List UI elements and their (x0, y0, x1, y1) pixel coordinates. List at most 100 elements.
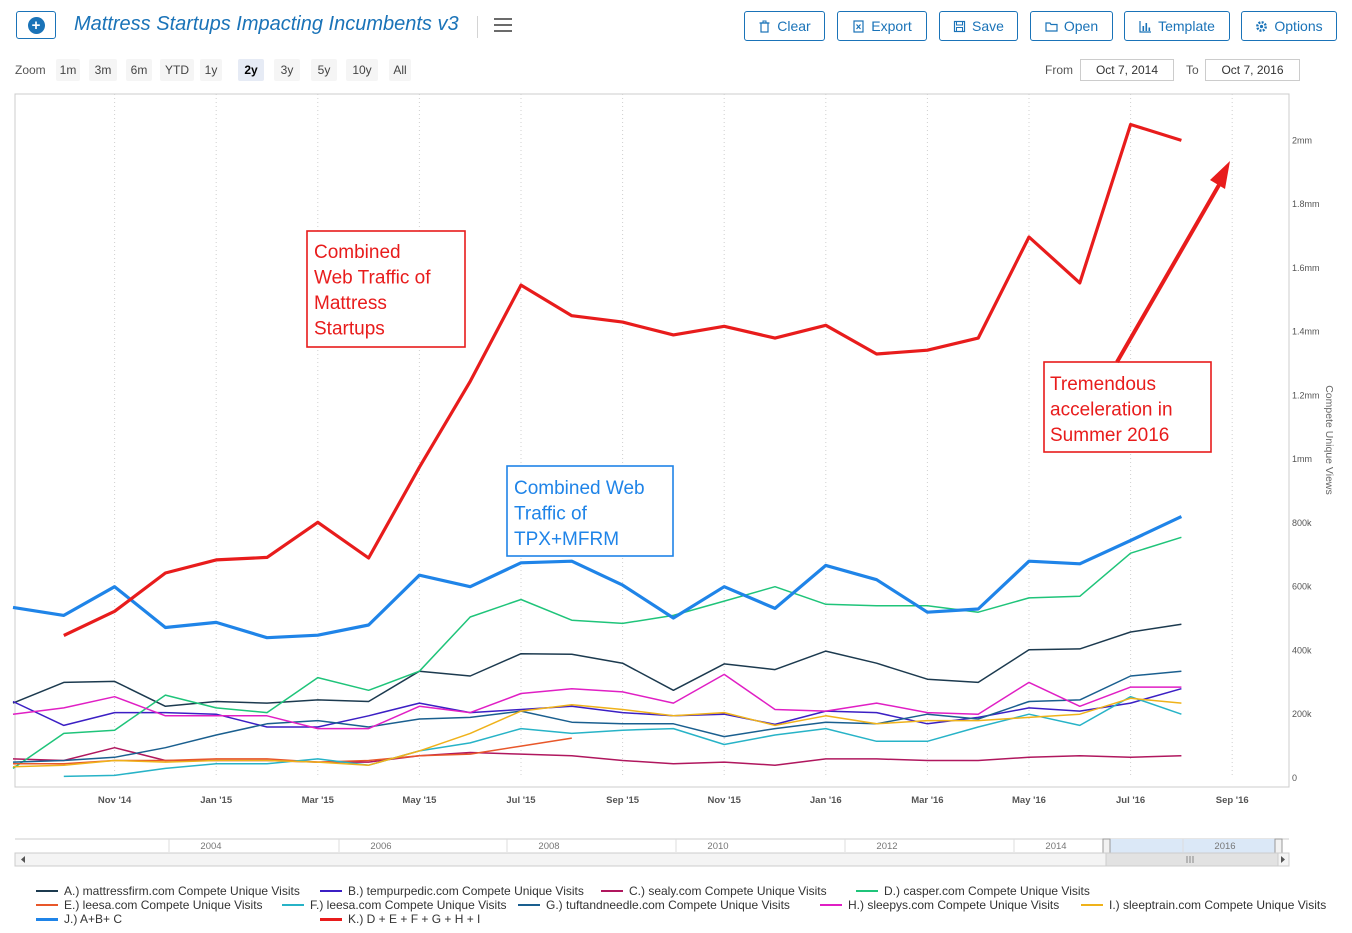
x-tick-label: Mar '15 (302, 795, 335, 806)
legend-swatch (36, 890, 58, 892)
navigator-year-label: 2012 (876, 841, 897, 852)
annotation-2: Combined Web Traffic of TPX+MFRM (506, 465, 674, 557)
zoom-option-3y[interactable]: 3y (274, 59, 300, 81)
add-chart-button[interactable]: + (16, 11, 56, 39)
series-line-i[interactable] (12, 697, 1182, 768)
annotation-text: Combined Web (514, 478, 645, 499)
zoom-option-5y[interactable]: 5y (311, 59, 337, 81)
zoom-option-3m[interactable]: 3m (89, 59, 117, 81)
legend-item[interactable]: B.) tempurpedic.com Compete Unique Visit… (320, 884, 584, 898)
annotation-3: Tremendous acceleration in Summer 2016 (1043, 361, 1212, 453)
toolbar: + Mattress Startups Impacting Incumbents… (0, 0, 1352, 52)
save-button[interactable]: Save (939, 11, 1018, 41)
save-label: Save (972, 18, 1004, 34)
options-button[interactable]: Options (1241, 11, 1337, 41)
gear-icon (1256, 20, 1268, 32)
scroll-left-arrow-icon[interactable] (21, 856, 25, 863)
zoom-label: Zoom (15, 63, 46, 77)
zoom-option-1y[interactable]: 1y (200, 59, 222, 81)
y-tick-label: 1.2mm (1292, 390, 1320, 400)
to-date-input[interactable]: Oct 7, 2016 (1205, 59, 1300, 81)
arrow-shaft (1115, 184, 1221, 363)
legend-label: B.) tempurpedic.com Compete Unique Visit… (348, 884, 584, 898)
grid: Nov '14 Jan '15 Mar '15 May '15 Jul '15 Sep '… (98, 94, 1249, 806)
x-tick-label: May '16 (1012, 795, 1046, 806)
zoom-option-10y[interactable]: 10y (346, 59, 378, 81)
template-label: Template (1158, 18, 1215, 34)
legend-label: F.) leesa.com Compete Unique Visits (310, 898, 507, 912)
clear-label: Clear (777, 18, 811, 34)
open-label: Open (1063, 18, 1099, 34)
export-button[interactable]: Export (837, 11, 927, 41)
series-line-e[interactable] (13, 737, 572, 765)
legend-label: I.) sleeptrain.com Compete Unique Visits (1109, 898, 1327, 912)
page-title[interactable]: Mattress Startups Impacting Incumbents v… (74, 13, 459, 35)
folder-icon (1045, 21, 1058, 32)
navigator-selection[interactable] (1106, 839, 1278, 853)
legend-item[interactable]: F.) leesa.com Compete Unique Visits (282, 898, 507, 912)
navigator-scrollbar-track[interactable] (14, 852, 1290, 867)
legend-item[interactable]: E.) leesa.com Compete Unique Visits (36, 898, 263, 912)
navigator-year-label: 2014 (1045, 841, 1066, 852)
legend-item[interactable]: C.) sealy.com Compete Unique Visits (601, 884, 827, 898)
range-navigator[interactable]: 2004 2006 2008 2010 2012 2014 2016 (14, 838, 1290, 867)
series-line-d[interactable] (12, 536, 1182, 770)
x-tick-label: Sep '15 (606, 795, 640, 806)
bar-chart-icon (1139, 20, 1152, 33)
open-button[interactable]: Open (1030, 11, 1113, 41)
legend-swatch (856, 890, 878, 892)
export-label: Export (871, 18, 912, 34)
y-tick-label: 0 (1292, 773, 1297, 783)
legend-swatch (601, 890, 623, 892)
legend-item[interactable]: D.) casper.com Compete Unique Visits (856, 884, 1090, 898)
navigator-year-label: 2006 (370, 841, 391, 852)
x-tick-label: May '15 (402, 795, 437, 806)
zoom-option-6m[interactable]: 6m (126, 59, 152, 81)
y-tick-label: 1mm (1292, 454, 1312, 464)
scroll-right-arrow-icon[interactable] (1281, 856, 1285, 863)
y-tick-label: 1.4mm (1292, 327, 1320, 337)
annotation-arrow (1115, 161, 1230, 363)
legend-swatch (1081, 904, 1103, 906)
hamburger-menu-icon[interactable] (494, 18, 512, 34)
navigator-right-handle[interactable] (1274, 838, 1283, 855)
legend-label: G.) tuftandneedle.com Compete Unique Vis… (546, 898, 790, 912)
series-line-a[interactable] (12, 623, 1182, 708)
series-line-k[interactable] (63, 122, 1182, 637)
series-line-j[interactable] (12, 515, 1183, 640)
series-line-g[interactable] (12, 670, 1182, 763)
annotation-box (306, 230, 466, 348)
x-tick-label: Jul '16 (1116, 795, 1145, 806)
legend-item[interactable]: J.) A+B+ C (36, 912, 122, 926)
from-date-input[interactable]: Oct 7, 2014 (1080, 59, 1174, 81)
legend-item[interactable]: I.) sleeptrain.com Compete Unique Visits (1081, 898, 1326, 912)
clear-button[interactable]: Clear (744, 11, 825, 41)
x-tick-label: Nov '15 (707, 795, 741, 806)
legend-swatch (820, 904, 842, 906)
export-icon (853, 19, 864, 33)
zoom-option-1m[interactable]: 1m (56, 59, 80, 81)
x-tick-label: Jul '15 (506, 795, 536, 806)
to-label: To (1186, 63, 1199, 77)
zoom-option-2y[interactable]: 2y (238, 59, 264, 81)
legend-item[interactable]: A.) mattressfirm.com Compete Unique Visi… (36, 884, 300, 898)
annotation-text: Combined (314, 242, 401, 263)
legend-item[interactable]: K.) D + E + F + G + H + I (320, 912, 480, 926)
series-line-f[interactable] (63, 695, 1182, 778)
y-tick-label: 200k (1292, 709, 1312, 719)
navigator-scrollbar-thumb[interactable] (1105, 852, 1279, 867)
legend-item[interactable]: G.) tuftandneedle.com Compete Unique Vis… (518, 898, 790, 912)
zoom-option-ytd[interactable]: YTD (160, 59, 194, 81)
y-tick-label: 1.8mm (1292, 199, 1320, 209)
template-button[interactable]: Template (1124, 11, 1230, 41)
series-line-c[interactable] (12, 746, 1182, 766)
trash-icon (759, 20, 770, 33)
legend-item[interactable]: H.) sleepys.com Compete Unique Visits (820, 898, 1059, 912)
arrow-head (1210, 161, 1230, 189)
legend-label: D.) casper.com Compete Unique Visits (884, 884, 1090, 898)
from-label: From (1045, 63, 1073, 77)
zoom-option-all[interactable]: All (389, 59, 411, 81)
navigator-left-handle[interactable] (1102, 838, 1111, 855)
x-tick-label: Jan '16 (810, 795, 842, 806)
series-line-h[interactable] (12, 673, 1182, 730)
